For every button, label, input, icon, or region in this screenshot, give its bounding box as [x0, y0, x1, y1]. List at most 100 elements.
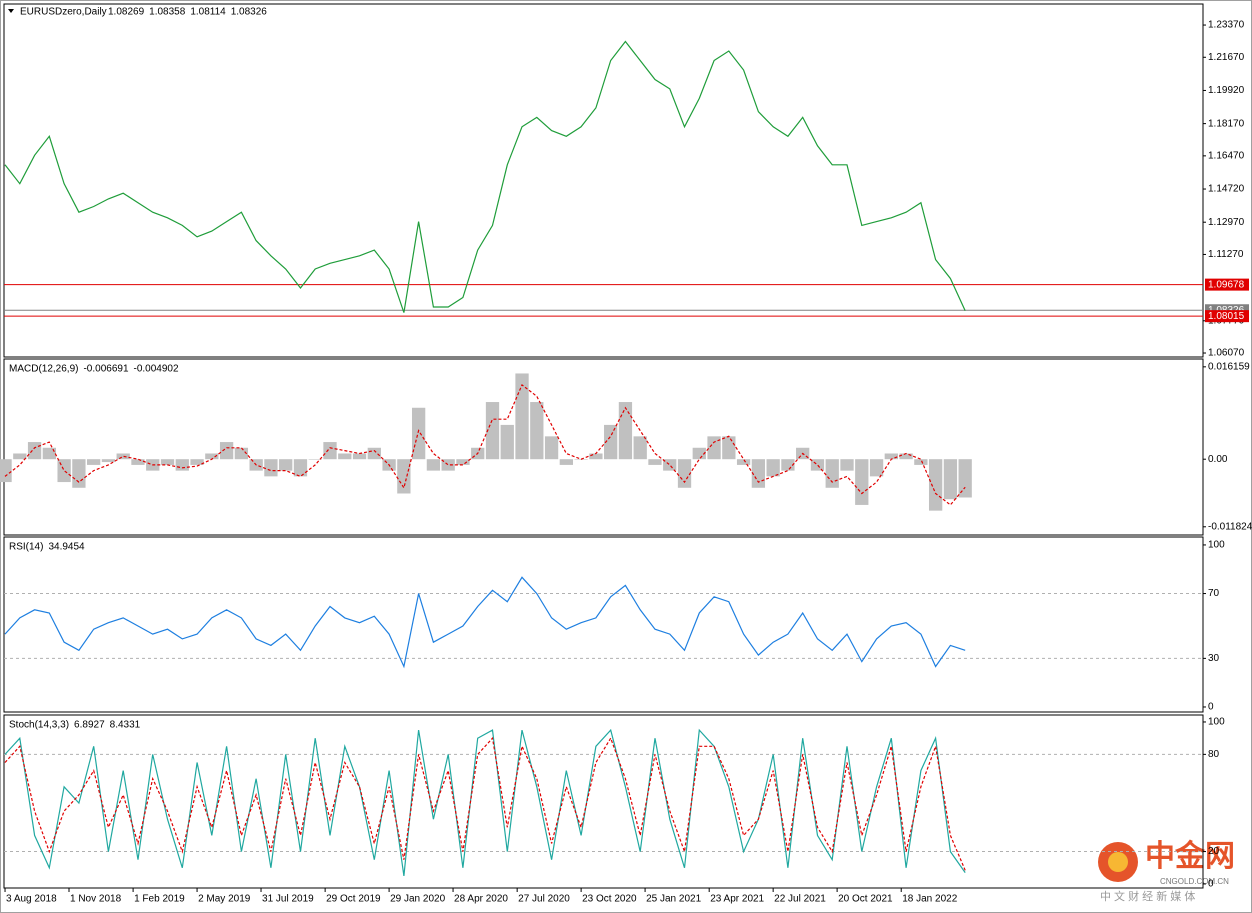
x-tick-label: 1 Feb 2019: [134, 894, 185, 905]
macd-bar: [751, 459, 766, 488]
macd-bar: [692, 447, 706, 460]
macd-bar: [559, 459, 573, 465]
y-tick-label: 1.23370: [1208, 20, 1245, 31]
indicator-title: Stoch(14,3,3): [9, 720, 69, 731]
readout-value: 34.9454: [48, 542, 85, 553]
macd-bar: [279, 459, 293, 471]
macd-bar: [338, 453, 352, 460]
x-tick-label: 22 Jul 2021: [774, 894, 826, 905]
menu-arrow[interactable]: [8, 9, 14, 13]
macd-bar: [264, 459, 278, 477]
macd-bar: [736, 459, 751, 465]
y-tick-label: 70: [1208, 588, 1220, 599]
series-line: [4, 576, 966, 669]
x-tick-label: 18 Jan 2022: [902, 894, 957, 905]
macd-bar: [175, 459, 189, 471]
macd-bar: [707, 436, 721, 460]
macd-bar: [13, 453, 27, 460]
macd-bar: [677, 459, 692, 488]
level-label-box: [1205, 278, 1249, 291]
macd-bar: [72, 459, 86, 488]
panel-frame: [3, 714, 1204, 889]
macd-bar: [219, 442, 234, 460]
readout-value: 6.8927: [74, 720, 105, 731]
series-line: [4, 40, 966, 313]
macd-bar: [426, 459, 441, 471]
y-tick-label: 1.06070: [1208, 348, 1245, 359]
x-tick-label: 2 May 2019: [198, 894, 251, 905]
macd-bar: [810, 459, 825, 471]
y-tick-label: 1.12970: [1208, 217, 1245, 228]
macd-bar: [766, 459, 780, 477]
readout-value: 1.08114: [190, 7, 226, 18]
macd-bar: [825, 459, 839, 488]
level-label-box: [1205, 310, 1249, 323]
x-tick-label: 23 Oct 2020: [582, 894, 637, 905]
signal-line: [4, 383, 966, 506]
macd-bar: [589, 453, 603, 460]
macd-bar: [515, 373, 529, 460]
macd-bar: [500, 424, 514, 460]
macd-bar: [411, 407, 426, 460]
readout-value: 1.08358: [149, 7, 186, 18]
macd-bar: [855, 459, 869, 505]
x-tick-label: 29 Jan 2020: [390, 894, 445, 905]
y-tick-label: -0.011824: [1208, 521, 1252, 532]
macd-bar: [352, 453, 367, 460]
y-tick-label: 1.18170: [1208, 118, 1245, 129]
y-tick-label: 1.21670: [1208, 52, 1245, 63]
macd-bar: [604, 424, 618, 460]
macd-bar: [648, 459, 662, 465]
macd-bar: [869, 459, 884, 477]
macd-bar: [781, 459, 795, 471]
macd-bar: [397, 459, 411, 494]
indicator-title: MACD(12,26,9): [9, 364, 78, 375]
macd-bar: [116, 453, 130, 460]
y-tick-label: 1.16470: [1208, 150, 1245, 161]
indicator-title: RSI(14): [9, 542, 43, 553]
macd-bar: [205, 453, 219, 460]
macd-bar: [87, 459, 101, 465]
macd-bar: [722, 436, 736, 460]
macd-bar: [456, 459, 470, 465]
signal-line: [4, 736, 966, 871]
y-tick-label: 30: [1208, 653, 1220, 664]
macd-bar: [943, 459, 958, 500]
y-tick-label: 80: [1208, 749, 1220, 760]
watermark-slogan: 中 文 财 经 新 媒 体: [1100, 889, 1195, 903]
x-tick-label: 31 Jul 2019: [262, 894, 314, 905]
readout-value: -0.004902: [134, 364, 179, 375]
watermark-name: 中金网: [1145, 839, 1235, 873]
y-tick-label: 0.00: [1208, 454, 1228, 465]
macd-bar: [485, 402, 500, 460]
x-tick-label: 1 Nov 2018: [70, 894, 122, 905]
level-label: 1.09678: [1208, 279, 1245, 290]
x-tick-label: 29 Oct 2019: [326, 894, 381, 905]
macd-bar: [663, 459, 677, 471]
readout-value: 1.08269: [108, 7, 145, 18]
macd-bar: [840, 459, 854, 471]
macd-bar: [42, 447, 56, 460]
y-tick-label: 20: [1208, 846, 1220, 857]
symbol-label: EURUSDzero,Daily: [20, 7, 107, 18]
macd-bar: [27, 442, 42, 460]
x-tick-label: 3 Aug 2018: [6, 894, 57, 905]
x-tick-label: 27 Jul 2020: [518, 894, 570, 905]
x-tick-label: 25 Jan 2021: [646, 894, 701, 905]
x-tick-label: 23 Apr 2021: [710, 894, 764, 905]
macd-bar: [101, 459, 116, 463]
panel-frame: [3, 3, 1204, 358]
panel-frame: [3, 358, 1204, 536]
macd-bar: [544, 436, 559, 460]
macd-bar: [323, 442, 337, 460]
y-tick-label: 0: [1208, 702, 1214, 713]
series-line: [4, 728, 966, 876]
macd-bar: [190, 459, 204, 465]
y-tick-label: 100: [1208, 717, 1225, 728]
macd-bar: [914, 459, 928, 465]
panel-frame: [3, 536, 1204, 713]
watermark-site: CNGOLD.COM.CN: [1160, 877, 1229, 886]
y-tick-label: 0.016159: [1208, 361, 1250, 372]
macd-bar: [293, 459, 308, 477]
